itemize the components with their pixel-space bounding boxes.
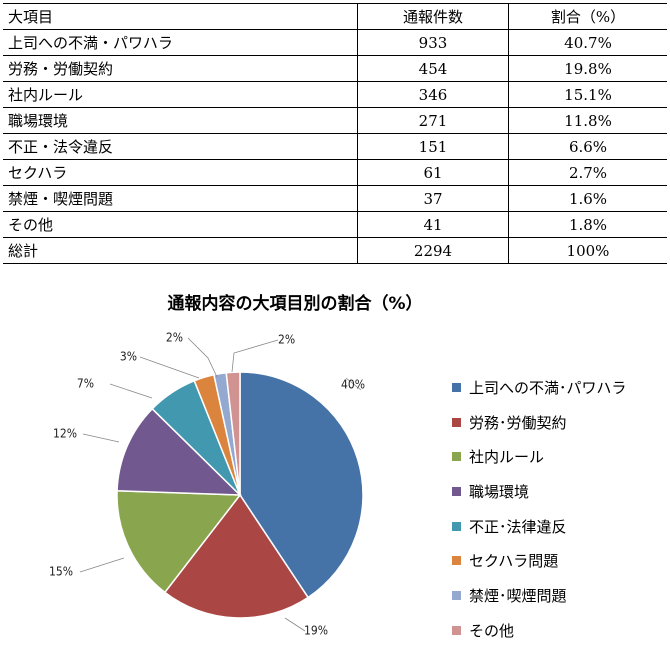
legend-swatch xyxy=(452,556,461,566)
ratio-cell: 19.8% xyxy=(508,55,667,82)
chart-legend: 上司への不満･パワハラ 労務･労働契約 社内ルール職場環境不正･法律違反 セクハラ問題… xyxy=(452,370,626,648)
table-row: 職場環境 271 11.8% xyxy=(3,107,667,134)
label-leader-line xyxy=(187,337,218,378)
total-label-cell: 総計 xyxy=(3,237,358,264)
legend-swatch xyxy=(452,417,461,427)
chart-title: 通報内容の大項目別の割合（%） xyxy=(167,294,423,314)
legend-swatch xyxy=(452,486,461,496)
ratio-cell: 15.1% xyxy=(508,81,667,108)
legend-entry: 上司への不満･パワハラ xyxy=(452,370,626,405)
pie-slice xyxy=(225,371,241,496)
data-label: 12% xyxy=(53,427,77,441)
table-row: 労務・労働契約 454 19.8% xyxy=(3,55,667,82)
data-label: 19% xyxy=(304,624,328,638)
legend-label: 職場環境 xyxy=(469,482,530,501)
legend-entry: その他 xyxy=(452,613,626,648)
legend-label: その他 xyxy=(469,621,515,640)
legend-swatch xyxy=(452,590,461,600)
legend-entry: 職場環境 xyxy=(452,474,626,509)
pie-slice xyxy=(116,407,242,496)
label-leader-line xyxy=(79,557,125,573)
data-label: 7% xyxy=(77,377,94,391)
legend-label: セクハラ問題 xyxy=(469,552,559,571)
data-label: 40% xyxy=(341,378,365,392)
legend-label: 不正･法律違反 xyxy=(469,517,567,536)
count-cell: 37 xyxy=(357,185,509,212)
legend-label: 禁煙･喫煙問題 xyxy=(469,586,567,605)
table-body: 上司への不満・パワハラ 933 40.7% 労務・労働契約 454 19.8% 社内ルール 3… xyxy=(3,29,667,238)
table-row: 上司への不満・パワハラ 933 40.7% xyxy=(3,29,667,56)
column-header-category: 大項目 xyxy=(3,3,358,30)
count-cell: 933 xyxy=(357,29,509,56)
count-cell: 271 xyxy=(357,107,509,134)
label-leader-line xyxy=(139,356,200,379)
data-label: 2% xyxy=(166,331,183,345)
ratio-cell: 1.8% xyxy=(508,211,667,238)
table-row: その他 41 1.8% xyxy=(3,211,667,238)
label-leader-line xyxy=(284,617,306,632)
ratio-cell: 1.6% xyxy=(508,185,667,212)
table-row: 社内ルール 346 15.1% xyxy=(3,81,667,108)
category-cell: その他 xyxy=(3,211,358,238)
pie-chart: 40% 19% 15% 12% 7% 3% 2% 2% xyxy=(49,331,365,638)
table-row: 不正・法令違反 151 6.6% xyxy=(3,133,667,160)
ratio-cell: 40.7% xyxy=(508,29,667,56)
total-ratio-cell: 100% xyxy=(508,237,667,264)
column-header-ratio: 割合（%） xyxy=(508,3,667,30)
legend-label: 労務･労働契約 xyxy=(469,413,567,432)
legend-swatch xyxy=(452,382,461,392)
table-header-row: 大項目 通報件数 割合（%） xyxy=(3,3,667,30)
legend-swatch xyxy=(452,521,461,531)
pie-slice xyxy=(163,493,310,619)
column-header-count: 通報件数 xyxy=(357,3,509,30)
label-leader-line xyxy=(109,383,153,399)
legend-entry: 社内ルール xyxy=(452,439,626,474)
ratio-cell: 6.6% xyxy=(508,133,667,160)
category-cell: 不正・法令違反 xyxy=(3,133,358,160)
legend-entry: 禁煙･喫煙問題 xyxy=(452,578,626,613)
count-cell: 61 xyxy=(357,159,509,186)
table-row: 禁煙・喫煙問題 37 1.6% xyxy=(3,185,667,212)
label-leader-line xyxy=(345,377,362,391)
legend-label: 上司への不満･パワハラ xyxy=(469,378,627,397)
category-cell: 禁煙・喫煙問題 xyxy=(3,185,358,212)
data-label: 15% xyxy=(49,565,73,579)
count-cell: 151 xyxy=(357,133,509,160)
count-cell: 346 xyxy=(357,81,509,108)
label-leader-line xyxy=(231,339,279,373)
category-cell: 上司への不満・パワハラ xyxy=(3,29,358,56)
category-cell: 労務・労働契約 xyxy=(3,55,358,82)
ratio-cell: 2.7% xyxy=(508,159,667,186)
count-cell: 454 xyxy=(357,55,509,82)
count-cell: 41 xyxy=(357,211,509,238)
data-label: 3% xyxy=(120,350,137,364)
table-row: セクハラ 61 2.7% xyxy=(3,159,667,186)
data-label: 2% xyxy=(278,333,295,347)
legend-swatch xyxy=(452,625,461,635)
category-cell: 職場環境 xyxy=(3,107,358,134)
ratio-cell: 11.8% xyxy=(508,107,667,134)
summary-table: 大項目 通報件数 割合（%） 上司への不満・パワハラ 933 40.7% 労務・労働契… xyxy=(3,3,667,264)
category-cell: セクハラ xyxy=(3,159,358,186)
legend-label: 社内ルール xyxy=(469,448,545,467)
legend-entry: 労務･労働契約 xyxy=(452,405,626,440)
pie-slice xyxy=(116,490,242,594)
legend-entry: 不正･法律違反 xyxy=(452,509,626,544)
table-total-row: 総計 2294 100% xyxy=(3,237,667,264)
label-leader-line xyxy=(82,433,120,443)
category-cell: 社内ルール xyxy=(3,81,358,108)
total-count-cell: 2294 xyxy=(357,237,509,264)
legend-entry: セクハラ問題 xyxy=(452,543,626,578)
legend-swatch xyxy=(452,452,461,462)
